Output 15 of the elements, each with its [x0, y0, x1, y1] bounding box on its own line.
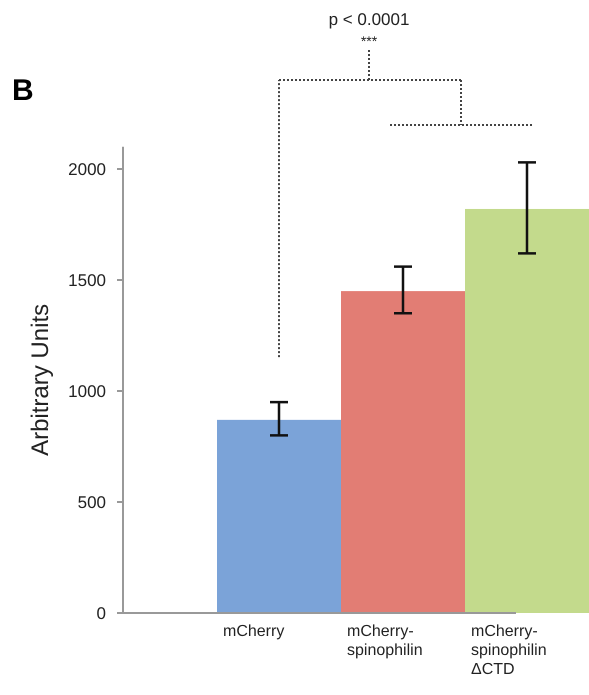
- bar: [217, 420, 341, 613]
- text: p < 0.0001: [328, 10, 410, 29]
- y-tick-label: 2000: [68, 160, 106, 179]
- chart-title: B: [12, 74, 34, 107]
- x-tick-label: mCherry- spinophilin ΔCTD: [471, 623, 547, 678]
- y-tick-label: 1500: [68, 271, 106, 290]
- x-tick-label: mCherry: [223, 623, 284, 640]
- x-tick-label: mCherry- spinophilin: [347, 623, 423, 659]
- text: ***: [360, 33, 378, 49]
- y-axis-title: Arbitrary Units: [27, 304, 54, 456]
- y-tick-label: 0: [96, 604, 106, 623]
- y-tick-label: 1000: [68, 382, 106, 401]
- bar: [341, 291, 465, 613]
- bar: [465, 208, 589, 613]
- y-tick-label: 500: [78, 493, 106, 512]
